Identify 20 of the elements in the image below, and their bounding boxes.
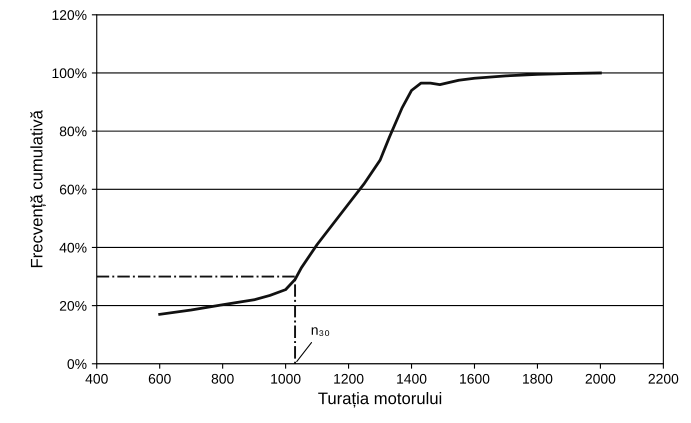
y-tick-label: 80%: [60, 126, 87, 136]
x-axis-title: Turația motorului: [318, 392, 442, 408]
x-tick-label: 600: [148, 374, 171, 384]
x-tick-label: 2200: [648, 374, 678, 384]
x-tick-label: 1800: [523, 374, 552, 384]
x-tick-label: 1600: [460, 374, 490, 384]
annotation: n₃₀: [312, 327, 330, 336]
x-tick-label: 400: [85, 374, 108, 384]
y-tick-label: 20%: [60, 300, 87, 311]
x-tick-label: 1400: [397, 374, 426, 384]
y-tick-label: 100%: [52, 68, 87, 78]
x-tick-label: 800: [212, 374, 234, 384]
y-tick-label: 60%: [60, 184, 87, 194]
y-tick-label: 0%: [67, 359, 87, 369]
y-tick-label: 120%: [52, 10, 87, 20]
x-tick-label: 1000: [271, 374, 301, 384]
y-axis-title: Frecvență cumulativă: [30, 110, 46, 268]
x-tick-label: 2000: [586, 374, 616, 384]
y-tick-label: 40%: [60, 242, 87, 253]
x-tick-label: 1200: [334, 374, 364, 384]
